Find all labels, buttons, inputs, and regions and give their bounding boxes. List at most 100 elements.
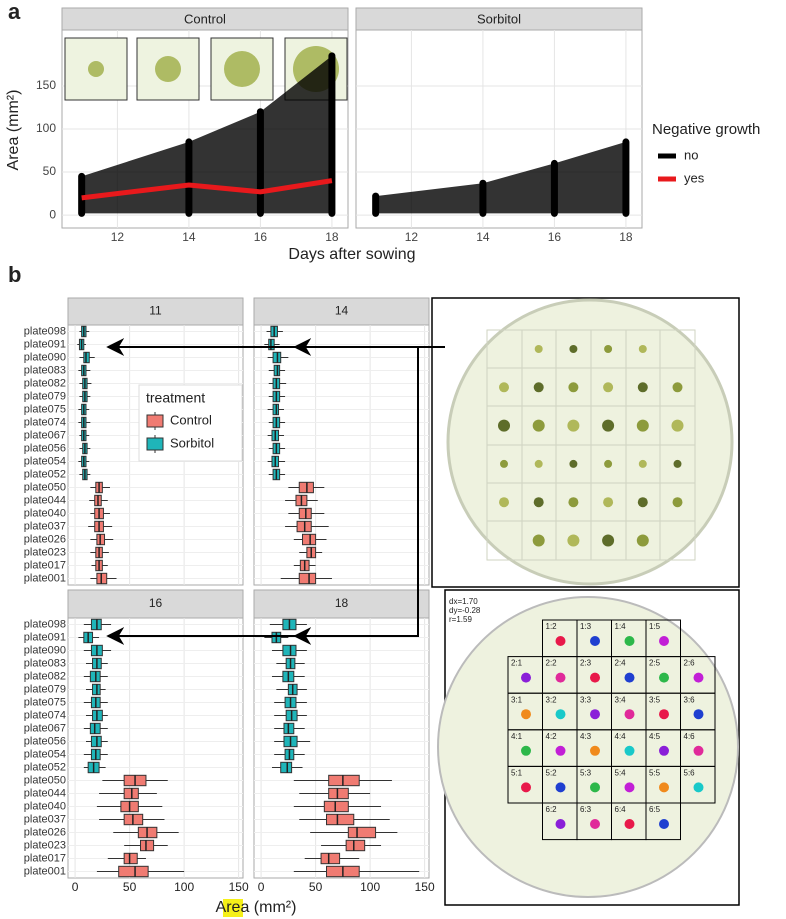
box <box>347 826 377 839</box>
grid-cell <box>680 765 716 804</box>
box <box>345 839 366 852</box>
segmented-plant <box>590 636 600 646</box>
strip-label: 14 <box>335 304 349 318</box>
legend-label: Control <box>170 412 212 427</box>
y-axis-title: Area (mm²) <box>5 90 22 171</box>
segmented-plant <box>624 636 635 646</box>
plate-photo <box>431 297 740 588</box>
cell-label: 1:2 <box>546 622 558 631</box>
x-axis-title: Area (mm²) <box>216 899 297 916</box>
cell-label: 5:6 <box>684 769 696 778</box>
y-tick-label: plate083 <box>24 364 66 376</box>
y-tick-label: plate037 <box>24 813 66 825</box>
strip-label: Control <box>184 11 226 26</box>
y-tick-label: plate067 <box>24 722 66 734</box>
box <box>280 761 293 774</box>
segmented-plant <box>555 819 566 829</box>
cell-label: 4:2 <box>546 732 558 741</box>
cell-label: 2:5 <box>649 659 661 668</box>
y-tick-label: plate074 <box>24 416 66 428</box>
segmented-plant <box>659 709 669 720</box>
y-tick-label: plate026 <box>24 533 66 545</box>
strip <box>67 589 244 619</box>
legend-label: yes <box>684 170 705 185</box>
segmented-plant <box>659 782 669 793</box>
cell-label: 6:3 <box>580 805 592 814</box>
y-tick-label: 50 <box>43 164 57 178</box>
cell-label: 1:3 <box>580 622 592 631</box>
x-tick-label: 12 <box>111 230 125 244</box>
y-tick-label: plate026 <box>24 826 66 838</box>
segmented-plant <box>693 745 704 756</box>
y-tick-label: plate040 <box>24 507 66 519</box>
overlay-text: dx=1.70 <box>449 597 478 606</box>
box <box>298 572 317 585</box>
x-tick-label: 16 <box>548 230 562 244</box>
box <box>326 813 355 826</box>
strip-label: 18 <box>335 596 349 610</box>
cell-label: 2:4 <box>615 659 627 668</box>
segmented-plant <box>624 819 635 829</box>
x-tick-label: 150 <box>229 880 249 894</box>
cell-label: 2:6 <box>684 659 696 668</box>
x-tick-label: 0 <box>72 880 79 894</box>
segmented-plant <box>555 745 566 756</box>
box <box>123 852 138 865</box>
thumbnail-plant <box>155 56 181 82</box>
y-tick-label: plate052 <box>24 468 66 480</box>
cell-label: 2:1 <box>511 659 523 668</box>
segmented-plant <box>659 819 669 829</box>
line <box>81 178 333 201</box>
y-tick-label: 100 <box>36 121 56 135</box>
box <box>302 533 317 546</box>
y-tick-label: plate079 <box>24 390 66 402</box>
segmented-plant <box>555 782 566 793</box>
y-tick-label: plate082 <box>24 377 66 389</box>
panel <box>253 617 430 879</box>
segmented-plant <box>590 672 600 683</box>
segmented-plant <box>555 672 566 683</box>
cell-label: 3:6 <box>684 695 696 704</box>
segmented-plant <box>590 709 600 720</box>
y-tick-label: plate017 <box>24 852 66 864</box>
segmented-plant <box>659 745 669 756</box>
cell-label: 2:3 <box>580 659 592 668</box>
cell-label: 3:4 <box>615 695 627 704</box>
cell-label: 2:2 <box>546 659 558 668</box>
cell-label: 5:3 <box>580 769 592 778</box>
segmented-plant <box>555 636 566 646</box>
cell-label: 3:3 <box>580 695 592 704</box>
box <box>328 774 360 787</box>
segmented-plant <box>624 672 635 683</box>
overlay-text: r=1.59 <box>449 615 472 624</box>
y-tick-label: plate098 <box>24 325 66 337</box>
thumbnail-plant <box>224 51 260 87</box>
legend-title: treatment <box>146 390 205 406</box>
segmented-plant <box>659 672 669 683</box>
strip-label: 16 <box>149 596 163 610</box>
cell-label: 1:4 <box>615 622 627 631</box>
cell-label: 3:1 <box>511 695 523 704</box>
legend-swatch <box>146 437 164 451</box>
y-tick-label: plate054 <box>24 748 66 760</box>
cell-label: 1:5 <box>649 622 661 631</box>
segmented-plant <box>521 672 531 683</box>
legend-label: no <box>684 147 698 162</box>
line-band <box>375 141 626 214</box>
segmented-plant <box>693 672 704 683</box>
y-tick-label: plate090 <box>24 644 66 656</box>
y-tick-label: plate091 <box>24 338 66 350</box>
x-tick-label: 16 <box>254 230 268 244</box>
legend-swatch <box>146 414 164 428</box>
y-tick-label: plate056 <box>24 735 66 747</box>
x-axis-title: Days after sowing <box>288 246 415 263</box>
y-tick-label: plate067 <box>24 429 66 441</box>
x-tick-label: 14 <box>476 230 490 244</box>
cell-label: 5:2 <box>546 769 558 778</box>
box <box>118 865 149 878</box>
y-tick-label: plate001 <box>24 572 66 584</box>
segmented-plant <box>693 782 704 793</box>
arrows <box>106 338 445 645</box>
y-tick-label: plate074 <box>24 709 66 721</box>
segmented-plant <box>590 782 600 793</box>
